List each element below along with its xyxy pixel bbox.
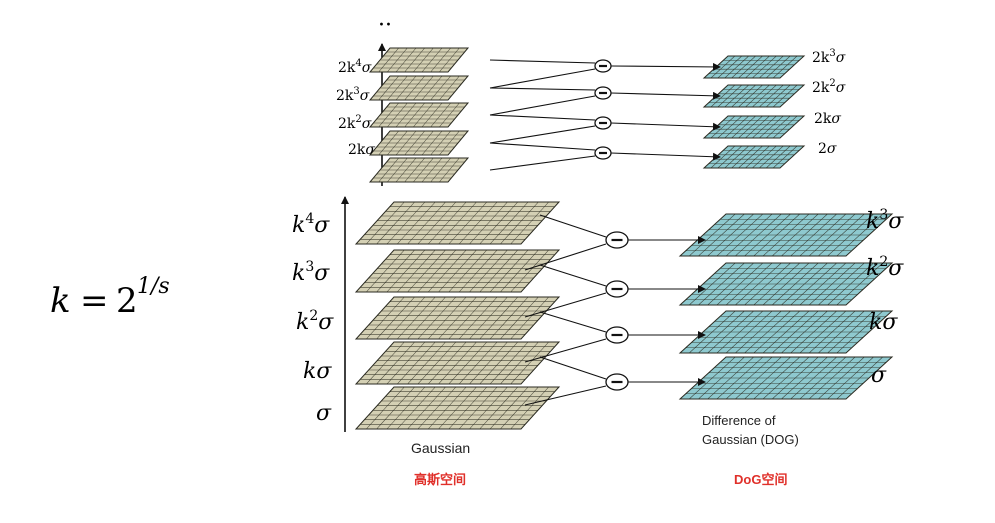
gaussian-caption: Gaussian xyxy=(411,440,470,456)
o1-g-label-3: kσ xyxy=(303,359,332,384)
o2-minus-node xyxy=(594,146,612,160)
o2-dog-sheet xyxy=(702,145,806,169)
o1-dog-sheet xyxy=(678,262,894,306)
scale-factor-formula: k = 2 1/s xyxy=(50,274,170,321)
formula-equals: = xyxy=(80,281,109,321)
o1-g-label-1: k3σ xyxy=(292,259,330,286)
octave1-subtraction-wires xyxy=(524,214,706,406)
o2-difference-arrow xyxy=(610,122,721,131)
o2-g-label-2: 2k2σ xyxy=(338,114,372,132)
o2-difference-arrow xyxy=(610,91,721,100)
gaussian-space-label: 高斯空间 xyxy=(414,472,466,487)
o1-dog-sheet xyxy=(678,356,894,400)
o1-minus-node xyxy=(605,280,629,298)
octave1-dog-stack xyxy=(678,213,894,400)
o1-d-label-1: k2σ xyxy=(866,254,904,281)
o2-dog-sheet xyxy=(702,55,806,79)
o1-g-label-2: k2σ xyxy=(296,308,334,335)
o1-g-label-4: σ xyxy=(316,401,332,426)
octave2-subtraction-wires xyxy=(489,59,721,171)
octave2-gaussian-stack xyxy=(368,47,470,183)
o2-g-label-0: 2k4σ xyxy=(338,58,372,76)
o1-minus-node xyxy=(605,326,629,344)
o2-dog-sheet xyxy=(702,115,806,139)
o2-difference-arrow xyxy=(610,152,721,161)
o1-d-label-2: kσ xyxy=(869,310,898,335)
o2-gaussian-sheet xyxy=(368,75,470,101)
o2-d-label-0: 2k3σ xyxy=(812,48,846,66)
o1-d-label-3: σ xyxy=(871,363,887,388)
o1-gaussian-sheet xyxy=(354,249,561,293)
formula-exponent: 1/s xyxy=(137,274,170,299)
octave2-gaussian-labels: 2k4σ 2k3σ 2k2σ 2kσ xyxy=(336,58,375,158)
o2-gaussian-sheet xyxy=(368,157,470,183)
octave2-dog-labels: 2k3σ 2k2σ 2kσ 2σ xyxy=(812,48,846,157)
o1-minus-node xyxy=(605,373,629,391)
o2-d-label-3: 2σ xyxy=(818,141,837,157)
octave1-gaussian-labels: k4σ k3σ k2σ kσ σ xyxy=(292,211,334,426)
o2-dog-sheet xyxy=(702,84,806,108)
o1-gaussian-sheet xyxy=(354,386,561,430)
o2-gaussian-sheet xyxy=(368,47,470,73)
o1-g-label-0: k4σ xyxy=(292,211,330,238)
o1-minus-node xyxy=(605,231,629,249)
octave2-dog-stack xyxy=(702,55,806,169)
o1-dog-sheet xyxy=(678,213,894,257)
formula-k: k xyxy=(50,281,71,321)
o2-gaussian-sheet xyxy=(368,130,470,156)
o2-g-label-3: 2kσ xyxy=(348,142,375,158)
o1-dog-sheet xyxy=(678,310,894,354)
dog-caption-line1: Difference of xyxy=(702,413,776,428)
o2-difference-arrow xyxy=(610,62,721,71)
o1-gaussian-sheet xyxy=(354,201,561,245)
o2-d-label-1: 2k2σ xyxy=(812,78,846,96)
o2-g-label-1: 2k3σ xyxy=(336,86,370,104)
dog-space-label: DoG空间 xyxy=(734,472,787,487)
octave1-dog-labels: k3σ k2σ kσ σ xyxy=(866,207,904,388)
o2-d-label-2: 2kσ xyxy=(814,111,841,127)
o2-minus-node xyxy=(594,59,612,73)
dog-caption-line2: Gaussian (DOG) xyxy=(702,432,799,447)
o2-minus-node xyxy=(594,116,612,130)
more-octaves-ellipsis: ·· xyxy=(378,13,392,38)
formula-base: 2 xyxy=(116,281,138,321)
o1-gaussian-sheet xyxy=(354,296,561,340)
o2-minus-node xyxy=(594,86,612,100)
o2-gaussian-sheet xyxy=(368,102,470,128)
o1-gaussian-sheet xyxy=(354,341,561,385)
octave1-gaussian-stack xyxy=(354,201,561,430)
o1-d-label-0: k3σ xyxy=(866,207,904,234)
